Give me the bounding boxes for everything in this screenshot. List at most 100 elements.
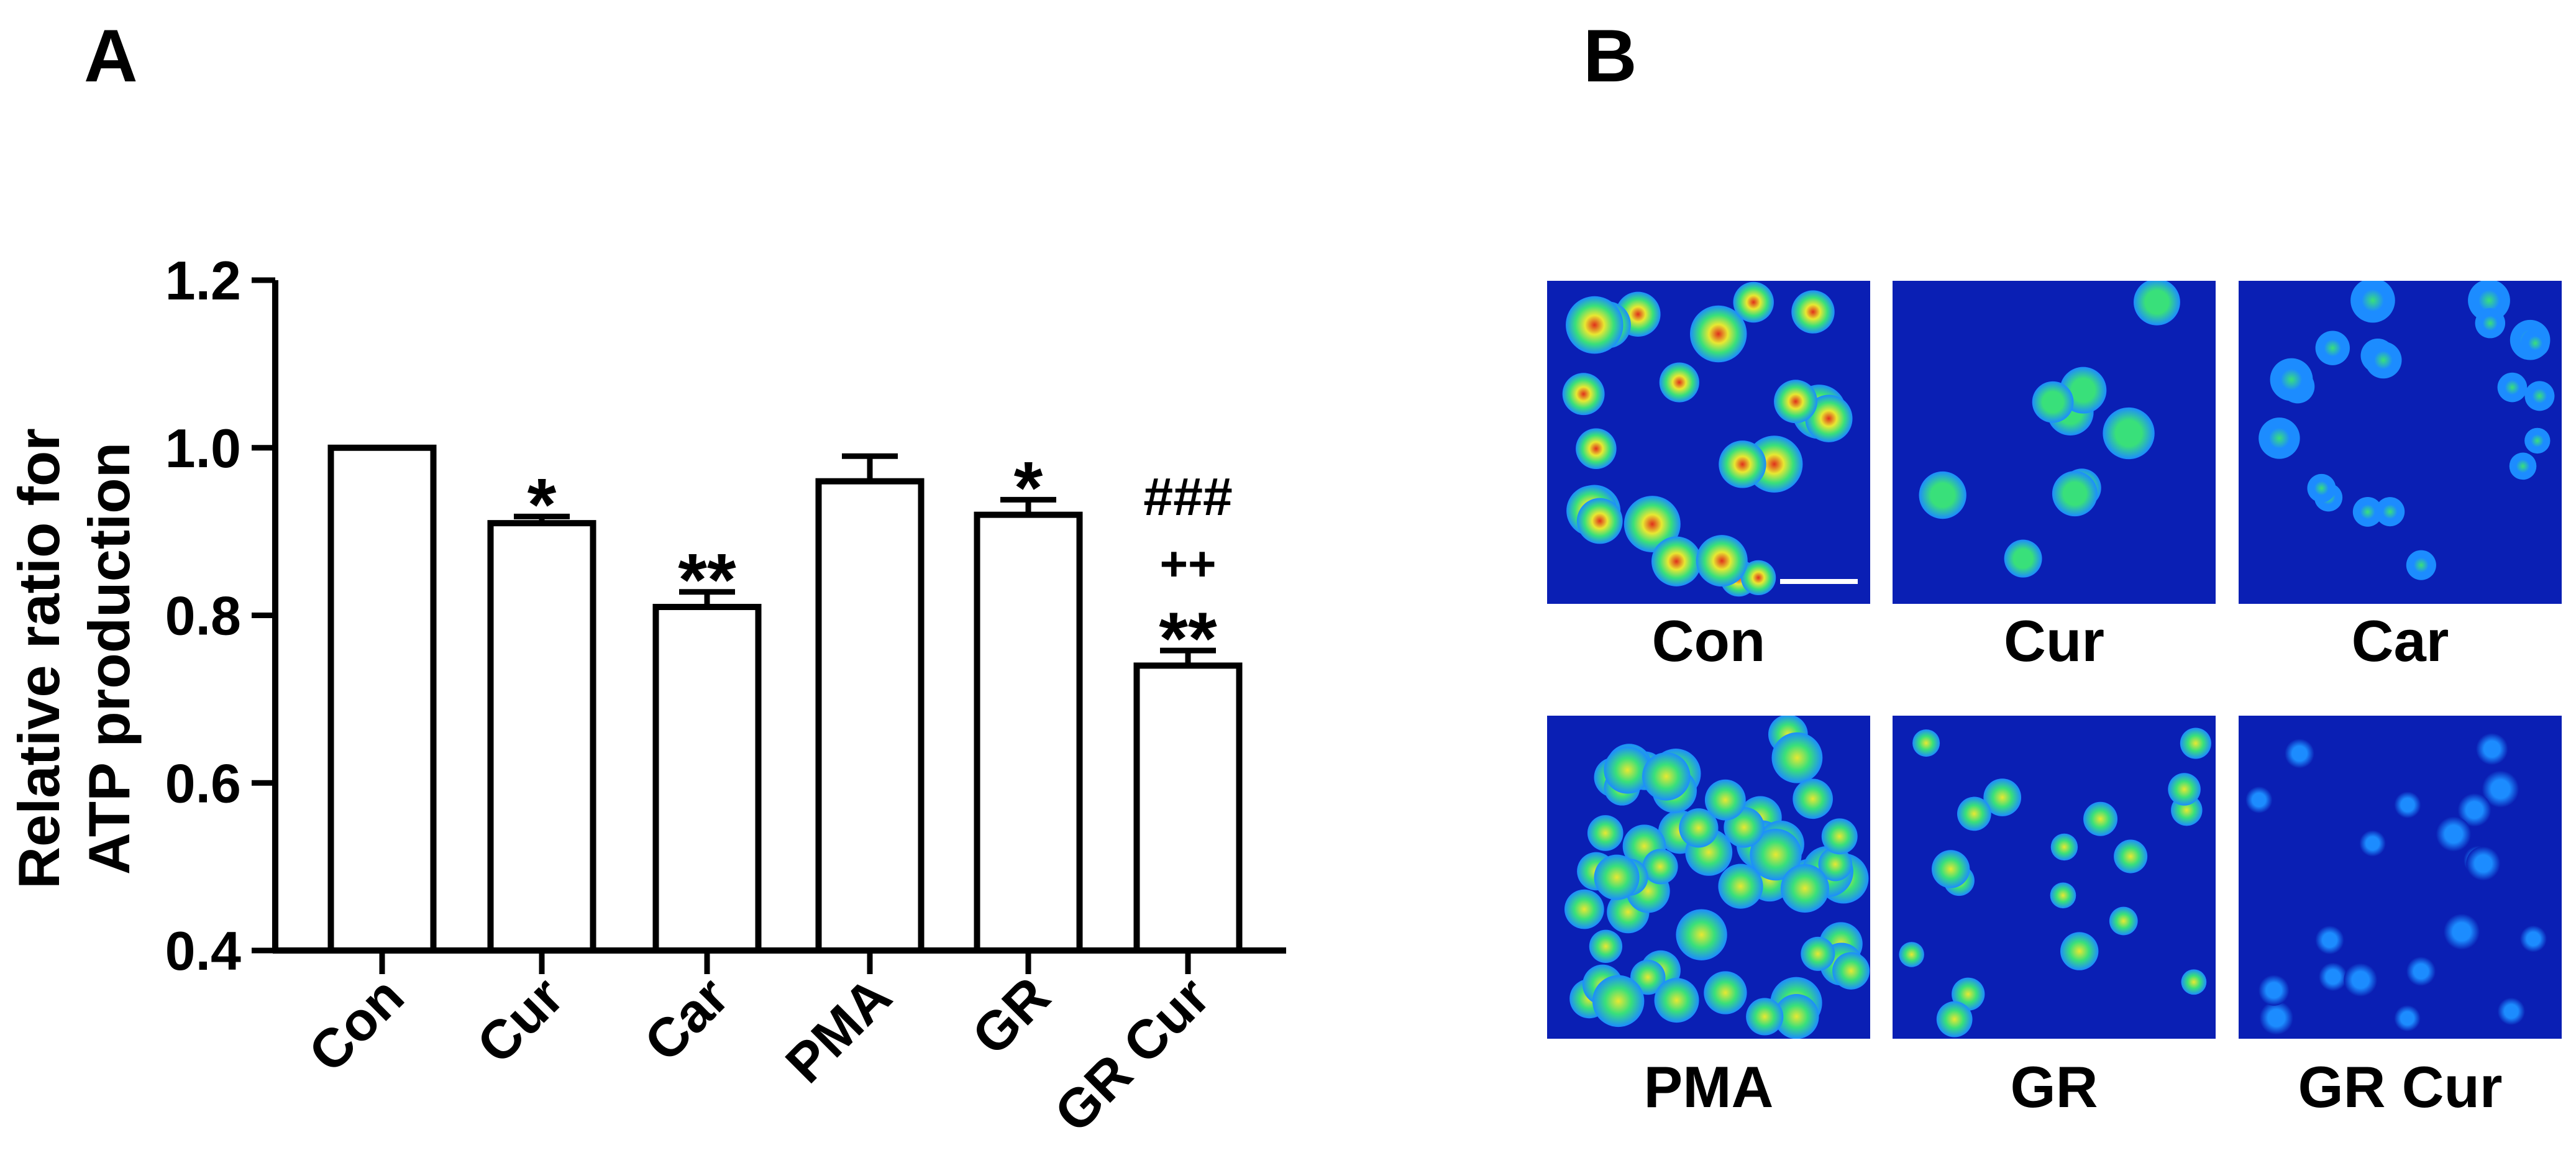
cell-blob: [2521, 329, 2550, 358]
cell-blob: [1589, 929, 1623, 964]
micrograph-image: [1564, 716, 1870, 1039]
cell-blob: [2050, 882, 2076, 909]
cell-blob: [2004, 539, 2042, 578]
y-axis-label-line-1: Relative ratio for: [6, 428, 71, 889]
cell-blob: [2457, 793, 2492, 827]
cell-blob: [1983, 778, 2022, 816]
y-tick-label: 1.2: [165, 250, 241, 311]
micrograph-image: [2245, 732, 2547, 1035]
cell-blob: [2350, 281, 2395, 323]
cell-blob: [1932, 850, 1970, 888]
micrograph-image: [2259, 281, 2555, 580]
cell-blob: [1801, 936, 1835, 971]
significance-mark: *: [528, 463, 557, 546]
panel-b-label: B: [1583, 14, 1637, 98]
cell-blob: [1604, 746, 1651, 794]
cell-blob: [2509, 452, 2537, 480]
cell-blob: [2365, 342, 2402, 379]
cell-blob: [2258, 975, 2290, 1006]
cell-blob: [2083, 801, 2118, 836]
cell-blob: [2180, 727, 2211, 759]
x-tick-label: PMA: [774, 965, 903, 1094]
micrograph-caption: GR Cur: [2298, 1054, 2503, 1119]
cell-blob: [1733, 281, 1774, 323]
cell-blob: [1651, 536, 1702, 586]
cell-blob: [1576, 428, 1617, 470]
cell-blob: [2497, 372, 2528, 403]
cell-blob: [2285, 739, 2314, 768]
micrograph-image: [1919, 281, 2180, 578]
micrograph-caption: Con: [1651, 608, 1766, 673]
cell-blob: [1750, 828, 1802, 881]
x-tick-label: Car: [633, 965, 741, 1073]
x-tick-label: GR: [960, 965, 1061, 1066]
micrograph-gr-cur: [2239, 716, 2562, 1039]
cell-blob: [1793, 778, 1833, 819]
micrograph-image: [1899, 727, 2211, 1037]
cell-blob: [2060, 932, 2099, 970]
cell-blob: [1899, 942, 1924, 967]
cell-blob: [2270, 358, 2313, 401]
micrograph-caption: PMA: [1643, 1054, 1774, 1119]
cell-blob: [1642, 849, 1678, 885]
significance-mark: **: [1159, 597, 1217, 680]
cell-blob: [1818, 847, 1853, 882]
cell-blob: [1774, 994, 1819, 1039]
cell-blob: [1912, 729, 1940, 757]
cell-blob: [1805, 394, 1853, 442]
cell-blob: [1919, 471, 1966, 519]
micrograph-pma: [1547, 716, 1870, 1039]
micrograph-image: [1562, 281, 1858, 597]
significance-mark: ###: [1143, 467, 1233, 527]
cell-blob: [1832, 952, 1870, 990]
cell-blob: [2436, 816, 2472, 852]
cell-blob: [2344, 963, 2378, 997]
cell-blob: [2394, 791, 2421, 819]
micrograph-caption: Cur: [2004, 608, 2104, 673]
cell-blob: [2443, 913, 2480, 950]
cell-blob: [2307, 473, 2336, 503]
cell-blob: [2524, 381, 2555, 411]
cell-blob: [1679, 808, 1719, 848]
panel-a-label: A: [84, 14, 138, 98]
cell-blob: [1704, 971, 1747, 1014]
cell-blob: [1659, 362, 1699, 403]
micrograph-gr: [1893, 716, 2216, 1039]
x-tick-label: Con: [296, 965, 415, 1083]
cell-blob: [2032, 381, 2074, 423]
micrograph-caption: GR: [2010, 1054, 2098, 1119]
cell-blob: [2524, 427, 2551, 454]
micrograph-con: [1547, 281, 1870, 604]
cell-blob: [1587, 815, 1624, 851]
cell-blob: [2497, 997, 2525, 1026]
cell-blob: [1719, 440, 1766, 488]
cell-blob: [1704, 779, 1746, 821]
cell-blob: [2468, 281, 2510, 322]
y-axis-label-line-2: ATP production: [76, 442, 142, 875]
bar-chart: Relative ratio for ATP production 0.4 0.6…: [6, 250, 1286, 1144]
cell-blob: [1592, 975, 1645, 1028]
cell-blob: [2466, 846, 2501, 881]
cell-blob: [1746, 998, 1784, 1036]
cell-blob: [1780, 864, 1829, 913]
cell-blob: [1696, 535, 1748, 587]
cell-blob: [2318, 962, 2347, 992]
cell-blob: [2406, 956, 2436, 987]
cell-blob: [1576, 498, 1623, 544]
significance-mark: **: [678, 539, 736, 622]
cell-blob: [2245, 786, 2273, 814]
micrograph-caption: Car: [2351, 608, 2449, 673]
cell-blob: [1821, 818, 1858, 855]
cell-blob: [1689, 305, 1747, 363]
cell-blob: [1771, 732, 1823, 783]
cell-blob: [2519, 925, 2547, 952]
cell-blob: [2359, 830, 2386, 857]
cell-blob: [2114, 839, 2148, 873]
cell-blob: [2375, 497, 2405, 527]
cell-blob: [1624, 496, 1681, 553]
y-axis-label: Relative ratio for ATP production: [6, 428, 142, 889]
cell-blob: [2109, 906, 2138, 936]
bar-2: [652, 604, 762, 954]
micrograph-cur: [1893, 281, 2216, 604]
x-tick-label: GR Cur: [1043, 965, 1222, 1144]
